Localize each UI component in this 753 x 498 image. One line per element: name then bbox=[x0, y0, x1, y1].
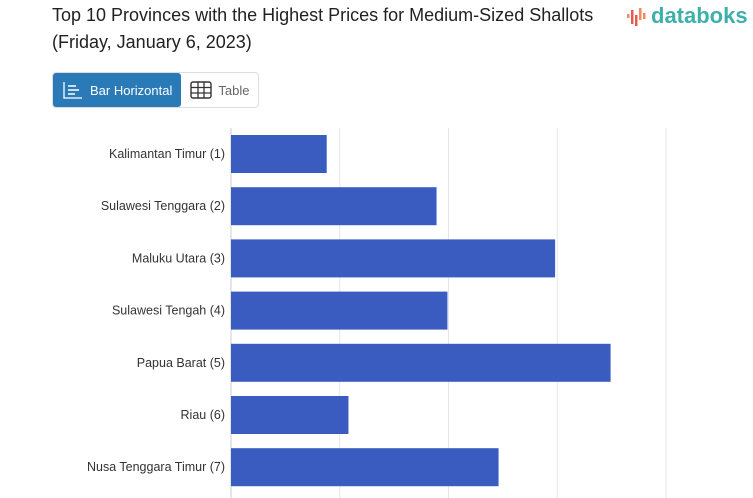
category-label: Nusa Tenggara Timur (7) bbox=[87, 460, 225, 474]
bar bbox=[231, 291, 448, 330]
bar bbox=[231, 448, 499, 487]
bar bbox=[231, 187, 437, 226]
bar bbox=[231, 396, 349, 434]
category-label: Sulawesi Tenggara (2) bbox=[101, 199, 225, 213]
logo-bars-icon bbox=[627, 8, 646, 26]
category-label: Sulawesi Tengah (4) bbox=[112, 304, 225, 318]
bar bbox=[231, 135, 327, 173]
chart-title: Top 10 Provinces with the Highest Prices… bbox=[52, 5, 594, 52]
bar bbox=[231, 239, 556, 278]
table-icon bbox=[190, 81, 213, 99]
table-button[interactable]: Table bbox=[181, 73, 258, 107]
category-label: Kalimantan Timur (1) bbox=[109, 147, 225, 161]
bar-horizontal-button[interactable]: Bar Horizontal bbox=[53, 73, 182, 107]
databoks-logo: databoks bbox=[626, 3, 748, 29]
category-label: Papua Barat (5) bbox=[137, 356, 225, 370]
bar-chart-icon bbox=[63, 82, 82, 99]
view-toggle: Bar Horizontal Table bbox=[52, 72, 260, 108]
category-label: Maluku Utara (3) bbox=[132, 251, 225, 265]
bar bbox=[231, 343, 611, 382]
category-label: Riau (6) bbox=[181, 408, 225, 422]
